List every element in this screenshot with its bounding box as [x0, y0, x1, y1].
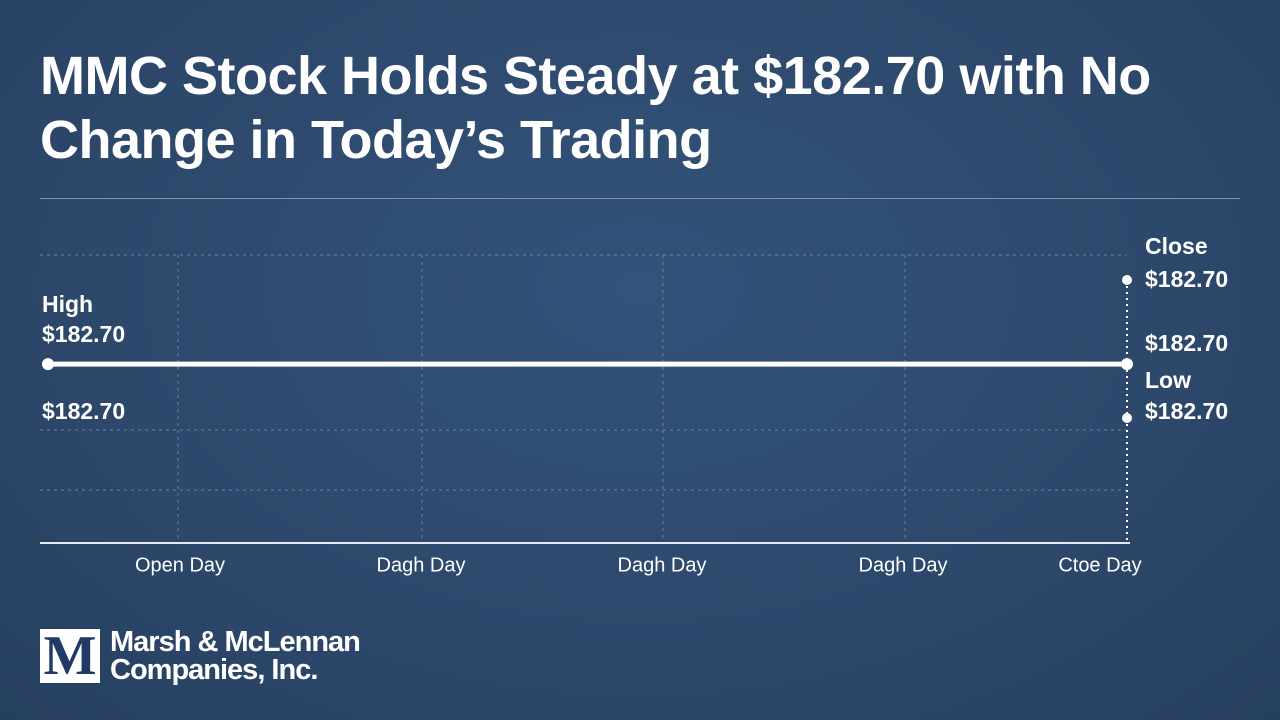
annotation: High — [42, 291, 93, 317]
annotation: $182.70 — [1145, 398, 1228, 424]
x-tick-label: Open Day — [135, 554, 225, 576]
x-tick-label: Dagh Day — [377, 554, 466, 576]
x-tick-label: Dagh Day — [859, 554, 948, 576]
close-dot — [1122, 275, 1132, 285]
annotation: $182.70 — [1145, 330, 1228, 356]
point — [1121, 358, 1133, 371]
x-tick-label: Ctoe Day — [1058, 554, 1141, 576]
low-dot — [1122, 413, 1132, 423]
logo-text: Marsh & McLennan Companies, Inc. — [110, 626, 361, 686]
x-tick-label: Dagh Day — [618, 554, 707, 576]
annotation: $182.70 — [42, 321, 125, 347]
point — [42, 358, 54, 371]
logo: M Marsh & McLennan Companies, Inc. — [40, 626, 361, 686]
annotation: $182.70 — [42, 398, 125, 424]
annotation: $182.70 — [1145, 266, 1228, 292]
chart-title: MMC Stock Holds Steady at $182.70 with N… — [40, 46, 1151, 170]
divider — [40, 198, 1240, 199]
logo-line: Marsh & McLennan — [110, 626, 361, 658]
annotation: Low — [1145, 367, 1191, 393]
logo-mark: M — [40, 628, 100, 684]
logo-line: Companies, Inc. — [110, 654, 318, 686]
decoration — [40, 254, 1127, 543]
annotation: Close — [1145, 233, 1208, 259]
